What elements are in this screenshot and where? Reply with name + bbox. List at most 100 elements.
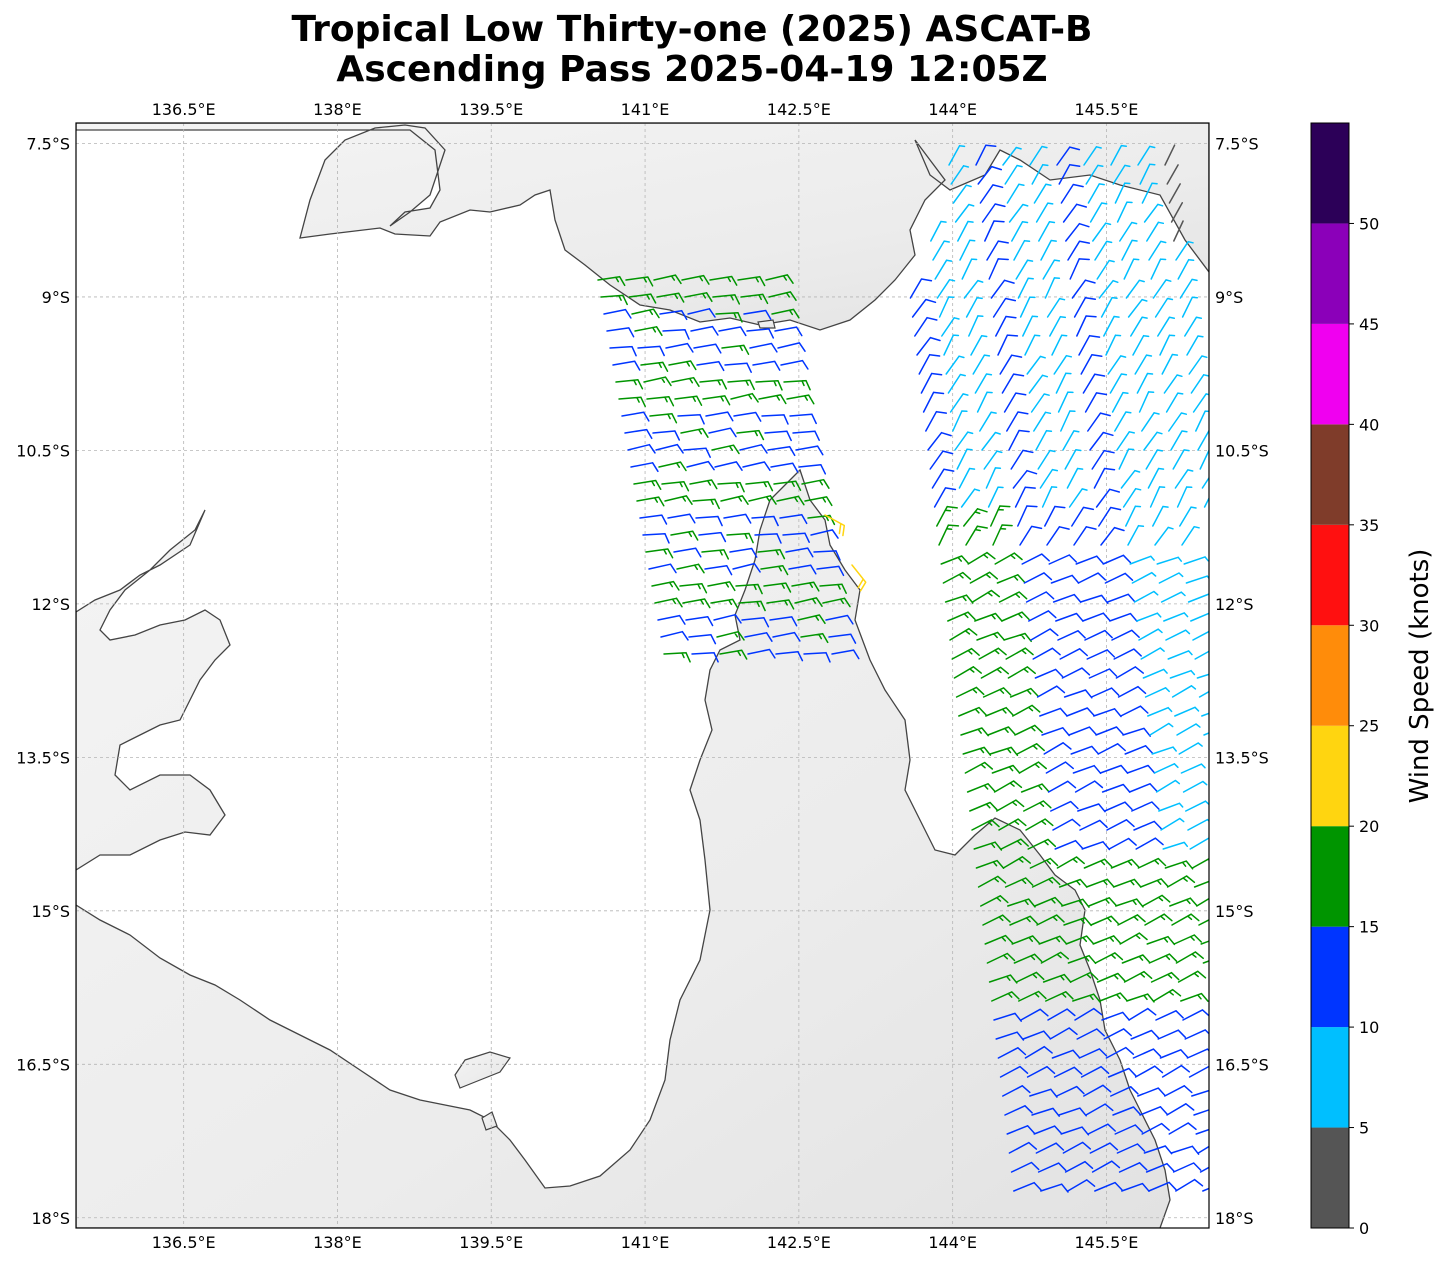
wind-barb [1026, 1065, 1056, 1078]
wind-barb [1063, 917, 1092, 927]
wind-barb [986, 240, 1009, 261]
wind-barb [1157, 316, 1176, 337]
wind-barb [1096, 259, 1115, 280]
wind-barb [662, 329, 690, 340]
wind-barb [960, 488, 981, 508]
wind-barb [1099, 764, 1129, 774]
colorbar-bin [1311, 826, 1349, 927]
wind-barb [1165, 629, 1191, 641]
colorbar-tick-label: 40 [1359, 415, 1379, 434]
wind-barb [1041, 727, 1070, 737]
wind-barb [737, 275, 766, 287]
wind-barb [664, 495, 693, 505]
wind-barb [705, 411, 734, 422]
wind-barb [955, 686, 985, 698]
wind-barb [1023, 800, 1052, 812]
wind-barb [640, 361, 669, 372]
wind-barb [1112, 878, 1142, 888]
wind-barb [652, 430, 681, 441]
wind-barb [1116, 431, 1135, 451]
wind-barb [1081, 841, 1111, 851]
wind-barb [1177, 258, 1195, 280]
wind-barb [758, 394, 787, 405]
colorbar-bin [1311, 1127, 1349, 1228]
wind-barb [957, 220, 974, 242]
wind-barb [997, 334, 1019, 356]
wind-barb [782, 532, 810, 543]
wind-barb [776, 495, 805, 506]
wind-barb [828, 633, 857, 644]
wind-barb [990, 279, 1015, 299]
wind-barb [988, 258, 1009, 280]
wind-barb [1189, 837, 1209, 850]
wind-barb [1180, 763, 1206, 774]
lat-label-left: 10.5°S [16, 441, 70, 460]
wind-barb [1138, 391, 1155, 413]
wind-barb [1044, 505, 1066, 527]
wind-barb [1009, 915, 1038, 926]
wind-barb [1112, 1106, 1141, 1116]
wind-barb [1158, 572, 1184, 584]
lon-label-top: 144°E [928, 100, 977, 119]
wind-barb [962, 746, 992, 756]
wind-barb [963, 508, 988, 527]
wind-barb [825, 614, 854, 625]
wind-barb [757, 548, 786, 560]
wind-barb [831, 649, 860, 660]
wind-barb [1109, 373, 1128, 394]
lon-label-top: 145.5°E [1075, 100, 1139, 119]
wind-barb [977, 165, 1003, 185]
wind-barb [1195, 1128, 1209, 1135]
wind-barb [1066, 707, 1095, 717]
wind-barb [970, 335, 988, 356]
wind-barb [1164, 860, 1194, 870]
wind-barb [1147, 467, 1165, 489]
wind-barb [1195, 410, 1209, 432]
wind-barb [1104, 801, 1133, 812]
wind-barb [963, 279, 984, 299]
wind-barb [1191, 1089, 1209, 1097]
wind-barb [699, 379, 728, 390]
wind-barb [712, 294, 741, 305]
wind-barb [1148, 953, 1178, 964]
wind-barb [1114, 1124, 1144, 1135]
colorbar-tick-label: 5 [1359, 1119, 1369, 1138]
wind-barb [1166, 875, 1196, 888]
wind-barb [1089, 431, 1114, 451]
wind-barb [1174, 469, 1194, 489]
wind-barb [985, 706, 1014, 717]
wind-barb [995, 1031, 1025, 1041]
wind-barb [656, 292, 685, 303]
wind-barb [774, 326, 803, 337]
wind-barb [1180, 992, 1209, 1002]
wind-barb [1042, 973, 1072, 983]
wind-barb [1023, 572, 1053, 584]
wind-barb [718, 326, 747, 337]
wind-barb [1137, 145, 1156, 166]
wind-barb [927, 431, 952, 451]
wind-barb [994, 552, 1023, 565]
wind-barb [1055, 372, 1072, 394]
wind-barb [1121, 954, 1151, 964]
wind-barb [1088, 897, 1117, 907]
wind-barb [1171, 913, 1200, 926]
wind-barb [1067, 1179, 1096, 1192]
wind-barb [1145, 449, 1164, 470]
wind-barb [1066, 467, 1084, 489]
wind-barb [987, 726, 1016, 736]
wind-barb [1058, 1107, 1087, 1117]
colorbar-tick-label: 10 [1359, 1018, 1379, 1037]
wind-barb [649, 412, 678, 424]
wind-barb [1163, 374, 1183, 394]
wind-barb [930, 220, 947, 242]
wind-barb [987, 486, 1004, 508]
wind-barb [1020, 1008, 1049, 1021]
wind-barb [1119, 932, 1148, 945]
wind-barb [1071, 279, 1096, 299]
wind-barb [655, 443, 684, 454]
wind-barb [751, 515, 779, 527]
wind-barb [1120, 705, 1149, 717]
wind-barb [1106, 819, 1135, 831]
wind-barb [679, 583, 708, 594]
wind-barb [1154, 526, 1174, 546]
